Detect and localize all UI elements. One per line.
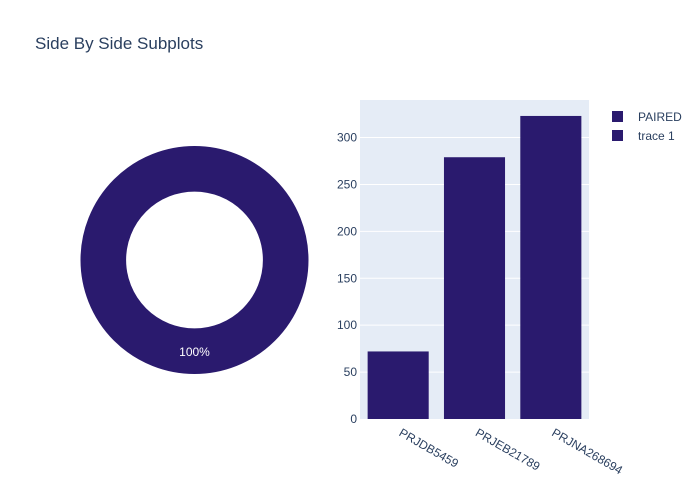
bar-prjna268694 — [520, 115, 582, 419]
y-tick-label: 50 — [344, 365, 358, 379]
legend: PAIRED trace 1 — [612, 107, 682, 145]
y-tick-label: 0 — [350, 412, 357, 426]
bar-prjdb5459 — [367, 351, 429, 419]
y-tick-label: 100 — [337, 318, 357, 332]
legend-label-paired: PAIRED — [638, 109, 682, 124]
y-tick-label: 200 — [337, 224, 357, 238]
bar-prjeb21789 — [443, 157, 506, 419]
x-tick-label: PRJDB5459 — [397, 425, 461, 470]
y-tick-label: 150 — [337, 271, 357, 285]
legend-item-paired[interactable]: PAIRED — [612, 107, 682, 126]
chart-title: Side By Side Subplots — [35, 34, 204, 53]
y-tick-label: 300 — [337, 131, 357, 145]
legend-label-trace-1: trace 1 — [638, 128, 675, 143]
donut-slice-label: 100% — [179, 345, 210, 359]
legend-swatch-paired — [612, 111, 623, 122]
x-tick-label: PRJNA268694 — [549, 425, 625, 477]
y-tick-label: 250 — [337, 177, 357, 191]
x-tick-label: PRJEB21789 — [473, 425, 543, 473]
legend-swatch-trace-1 — [612, 130, 623, 141]
donut-slice-paired — [80, 146, 309, 374]
legend-item-trace-1[interactable]: trace 1 — [612, 126, 682, 145]
